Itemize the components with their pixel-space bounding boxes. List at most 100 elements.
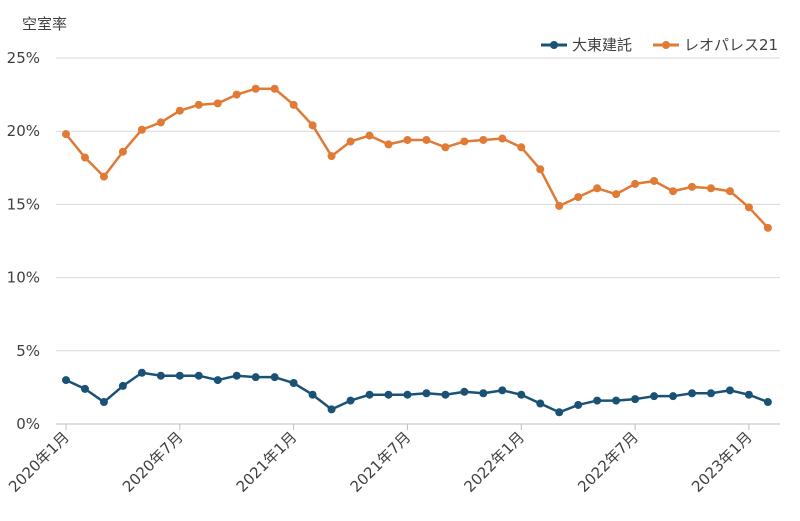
data-point bbox=[479, 389, 488, 398]
x-tick-label: 2022年1月 bbox=[460, 428, 528, 496]
data-point bbox=[137, 368, 146, 377]
data-point bbox=[555, 408, 564, 417]
data-point bbox=[517, 390, 526, 399]
data-point bbox=[346, 137, 355, 146]
data-point bbox=[156, 371, 165, 380]
data-point bbox=[384, 390, 393, 399]
data-point bbox=[137, 125, 146, 134]
data-point bbox=[460, 137, 469, 146]
data-point bbox=[308, 390, 317, 399]
data-point bbox=[289, 100, 298, 109]
data-point bbox=[612, 396, 621, 405]
data-point bbox=[669, 187, 678, 196]
data-point bbox=[498, 386, 507, 395]
legend-marker-daito bbox=[550, 41, 558, 49]
legend-item-daito: 大東建託 bbox=[541, 36, 632, 54]
data-point bbox=[593, 184, 602, 193]
data-point bbox=[346, 396, 355, 405]
data-point bbox=[422, 135, 431, 144]
data-point bbox=[194, 371, 203, 380]
x-tick-label: 2023年1月 bbox=[688, 428, 756, 496]
data-point bbox=[175, 106, 184, 115]
data-point bbox=[118, 381, 127, 390]
series-line bbox=[65, 87, 769, 229]
data-point bbox=[555, 201, 564, 210]
data-point bbox=[80, 384, 89, 393]
y-tick-label: 0% bbox=[16, 415, 40, 433]
data-point bbox=[365, 390, 374, 399]
data-point bbox=[80, 153, 89, 162]
data-point bbox=[612, 190, 621, 199]
data-point bbox=[574, 400, 583, 409]
data-point bbox=[99, 172, 108, 181]
data-point bbox=[706, 389, 715, 398]
legend-marker-leopalace bbox=[662, 41, 670, 49]
data-point bbox=[232, 90, 241, 99]
data-point bbox=[441, 390, 450, 399]
data-point bbox=[706, 184, 715, 193]
y-tick-label: 15% bbox=[7, 195, 40, 213]
data-point bbox=[384, 140, 393, 149]
data-point bbox=[213, 376, 222, 385]
data-point bbox=[669, 392, 678, 401]
legend-item-leopalace: レオパレス21 bbox=[653, 36, 778, 54]
data-point bbox=[441, 143, 450, 152]
data-point bbox=[232, 371, 241, 380]
series-group bbox=[62, 84, 772, 417]
x-axis-ticks: 2020年1月 2020年7月 2021年1月 2021年7月 2022年1月 2022年… bbox=[5, 424, 756, 496]
data-point bbox=[403, 390, 412, 399]
data-point bbox=[194, 100, 203, 109]
data-point bbox=[688, 389, 697, 398]
y-tick-label: 10% bbox=[7, 269, 40, 287]
data-point bbox=[270, 373, 279, 382]
data-point bbox=[574, 193, 583, 202]
data-point bbox=[593, 396, 602, 405]
data-point bbox=[156, 118, 165, 127]
data-point bbox=[175, 371, 184, 380]
data-point bbox=[62, 130, 70, 139]
data-point bbox=[536, 399, 545, 408]
data-point bbox=[460, 387, 469, 396]
data-point bbox=[327, 152, 336, 161]
data-point bbox=[289, 379, 298, 388]
legend-label-daito: 大東建託 bbox=[572, 36, 632, 54]
data-point bbox=[251, 84, 260, 93]
data-point bbox=[308, 121, 317, 130]
data-point bbox=[365, 131, 374, 140]
y-tick-label: 20% bbox=[7, 122, 40, 140]
data-point bbox=[763, 398, 772, 407]
data-point bbox=[744, 203, 753, 212]
data-point bbox=[725, 187, 734, 196]
data-point bbox=[327, 405, 336, 414]
data-point bbox=[498, 134, 507, 143]
data-point bbox=[479, 135, 488, 144]
data-point bbox=[688, 182, 697, 191]
data-point bbox=[403, 135, 412, 144]
data-point bbox=[118, 147, 127, 156]
y-tick-label: 25% bbox=[7, 49, 40, 67]
x-tick-label: 2020年1月 bbox=[5, 428, 73, 496]
x-tick-label: 2021年1月 bbox=[233, 428, 301, 496]
x-tick-label: 2022年7月 bbox=[574, 428, 642, 496]
legend: 大東建託 レオパレス21 bbox=[541, 36, 778, 54]
series-line bbox=[65, 371, 769, 414]
data-point bbox=[270, 84, 279, 93]
x-tick-label: 2021年7月 bbox=[347, 428, 415, 496]
data-point bbox=[99, 398, 108, 407]
data-point bbox=[744, 390, 753, 399]
data-point bbox=[213, 99, 222, 108]
x-tick-label: 2020年7月 bbox=[119, 428, 187, 496]
series-daito bbox=[62, 368, 772, 417]
gridlines bbox=[56, 57, 780, 425]
legend-label-leopalace: レオパレス21 bbox=[684, 36, 778, 54]
data-point bbox=[631, 179, 640, 188]
data-point bbox=[251, 373, 260, 382]
data-point bbox=[650, 392, 659, 401]
data-point bbox=[650, 176, 659, 185]
data-point bbox=[763, 223, 772, 232]
data-point bbox=[725, 386, 734, 395]
data-point bbox=[631, 395, 640, 404]
y-tick-label: 5% bbox=[16, 342, 40, 360]
series-leopalace bbox=[62, 84, 772, 232]
